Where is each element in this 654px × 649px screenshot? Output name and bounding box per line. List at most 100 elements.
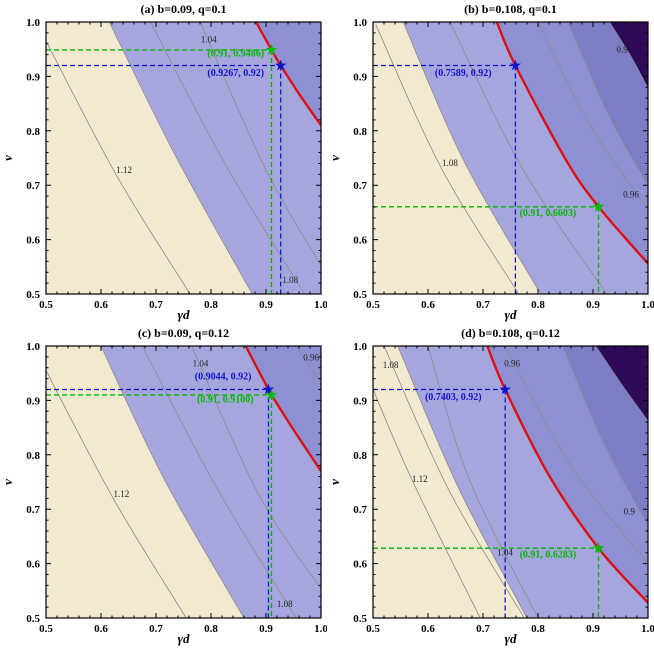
contour-level-label: 0.96 [303, 353, 319, 363]
x-tick-label: 1.0 [641, 623, 654, 635]
blue-marker-guides [373, 64, 517, 294]
y-tick-label: 0.5 [353, 613, 367, 625]
plot-frame [372, 21, 649, 295]
x-tick-label: 0.5 [366, 623, 380, 635]
plot-area: 1.08 0.96 0.9 [373, 22, 648, 294]
contour-line [449, 22, 608, 294]
y-tick-label: 0.8 [353, 450, 367, 462]
axis-ticks [45, 21, 322, 295]
blue-marker-star-icon [499, 383, 511, 395]
plot-area: 1.12 1.08 1.04 0.96 [46, 346, 321, 618]
blue-marker-label: (0.7403, 0.92) [425, 392, 482, 403]
contour-line [141, 346, 297, 618]
panel-title: (b) b=0.108, q=0.1 [464, 2, 557, 16]
contour-level-label: 1.04 [193, 359, 209, 369]
contour-band [101, 346, 321, 618]
y-tick-label: 0.8 [26, 126, 40, 138]
plot-frame [372, 345, 649, 619]
y-tick-label: 0.9 [353, 71, 367, 83]
contour-level-label: 1.12 [116, 165, 132, 175]
plot-frame [45, 21, 322, 295]
x-tick-label: 0.5 [366, 299, 380, 311]
axis-ticks [372, 345, 649, 619]
y-tick-label: 0.6 [26, 235, 40, 247]
x-axis-label: γd [505, 631, 517, 646]
contour-line [191, 346, 321, 590]
y-tick-label: 0.7 [26, 180, 40, 192]
contour-band [109, 22, 321, 294]
x-axis-label: γd [505, 307, 517, 322]
x-axis-label: γd [178, 307, 190, 322]
contour-line [383, 346, 525, 618]
contour-level-label: 1.08 [383, 360, 399, 370]
green-marker-guides [46, 49, 273, 294]
contour-level-label: 0.96 [623, 190, 639, 200]
blue-marker-star-icon [509, 59, 522, 71]
panel-a: 1.12 1.08 1.04 (0.9267, 0.92) (0.91, 0.9486)… [0, 2, 327, 322]
x-tick-label: 0.7 [149, 299, 163, 311]
y-tick-label: 0.5 [353, 289, 367, 301]
y-tick-label: 0.5 [26, 613, 40, 625]
contour-line [150, 22, 305, 294]
blue-marker-guides [373, 388, 506, 618]
x-tick-label: 0.6 [421, 623, 435, 635]
contour-line [199, 22, 321, 266]
x-tick-label: 0.6 [94, 623, 108, 635]
green-marker-label: (0.91, 0.6283) [520, 549, 577, 560]
contour-level-label: 1.08 [277, 599, 293, 609]
x-tick-label: 0.7 [476, 623, 490, 635]
green-marker-label: (0.91, 0.6603) [520, 208, 577, 219]
y-axis-label: ν [0, 479, 15, 485]
panel-d: 1.12 1.08 1.04 0.96 0.9 (0.7403, 0.92) (0.91, … [327, 326, 654, 646]
y-tick-label: 0.6 [353, 235, 367, 247]
contour-level-label: 1.08 [442, 158, 458, 168]
green-marker-star-icon [592, 542, 605, 554]
green-marker-star-icon [265, 388, 278, 400]
axis-ticks [372, 21, 649, 295]
x-tick-label: 0.9 [259, 299, 273, 311]
y-tick-label: 0.6 [26, 559, 40, 571]
x-tick-label: 1.0 [641, 299, 654, 311]
x-tick-label: 0.7 [476, 299, 490, 311]
x-tick-label: 0.5 [39, 299, 53, 311]
blue-marker-guides [46, 64, 282, 294]
x-tick-label: 0.8 [204, 299, 218, 311]
green-marker-label: (0.91, 0.9486) [207, 49, 264, 60]
y-tick-label: 0.9 [26, 395, 40, 407]
y-tick-label: 1.0 [26, 17, 40, 29]
red-threshold-curve [486, 346, 648, 604]
y-tick-label: 0.6 [353, 559, 367, 571]
contour-line [373, 389, 481, 618]
plot-area: 1.12 1.08 1.04 0.96 0.9 [373, 346, 648, 618]
contour-line [108, 22, 253, 294]
axis-ticks [45, 345, 322, 619]
green-marker-star-icon [265, 43, 278, 55]
contour-line [46, 370, 187, 618]
panel-title: (c) b=0.09, q=0.12 [138, 326, 229, 340]
plot-area: 1.12 1.08 1.04 [46, 22, 321, 294]
y-tick-label: 1.0 [353, 341, 367, 353]
blue-marker-label: (0.7589, 0.92) [435, 68, 492, 79]
red-threshold-curve [495, 22, 648, 265]
y-axis-label: ν [327, 479, 342, 485]
contour-line [46, 40, 191, 294]
x-tick-label: 0.6 [421, 299, 435, 311]
y-tick-label: 0.8 [26, 450, 40, 462]
x-tick-label: 0.6 [94, 299, 108, 311]
blue-marker-guides [46, 388, 270, 618]
x-tick-label: 1.0 [314, 299, 327, 311]
contour-band [245, 346, 321, 472]
x-tick-label: 0.8 [531, 623, 545, 635]
y-tick-label: 0.8 [353, 126, 367, 138]
panel-b: 1.08 0.96 0.9 (0.7589, 0.92) (0.91, 0.6603) 0… [327, 2, 654, 322]
contour-level-label: 1.12 [412, 474, 428, 484]
contour-band [609, 22, 648, 89]
y-tick-label: 0.7 [353, 180, 367, 192]
x-tick-label: 1.0 [314, 623, 327, 635]
x-tick-label: 0.5 [39, 623, 53, 635]
y-tick-label: 1.0 [353, 17, 367, 29]
x-axis-label: γd [178, 631, 190, 646]
contour-level-label: 1.04 [201, 35, 217, 45]
x-tick-label: 0.7 [149, 623, 163, 635]
